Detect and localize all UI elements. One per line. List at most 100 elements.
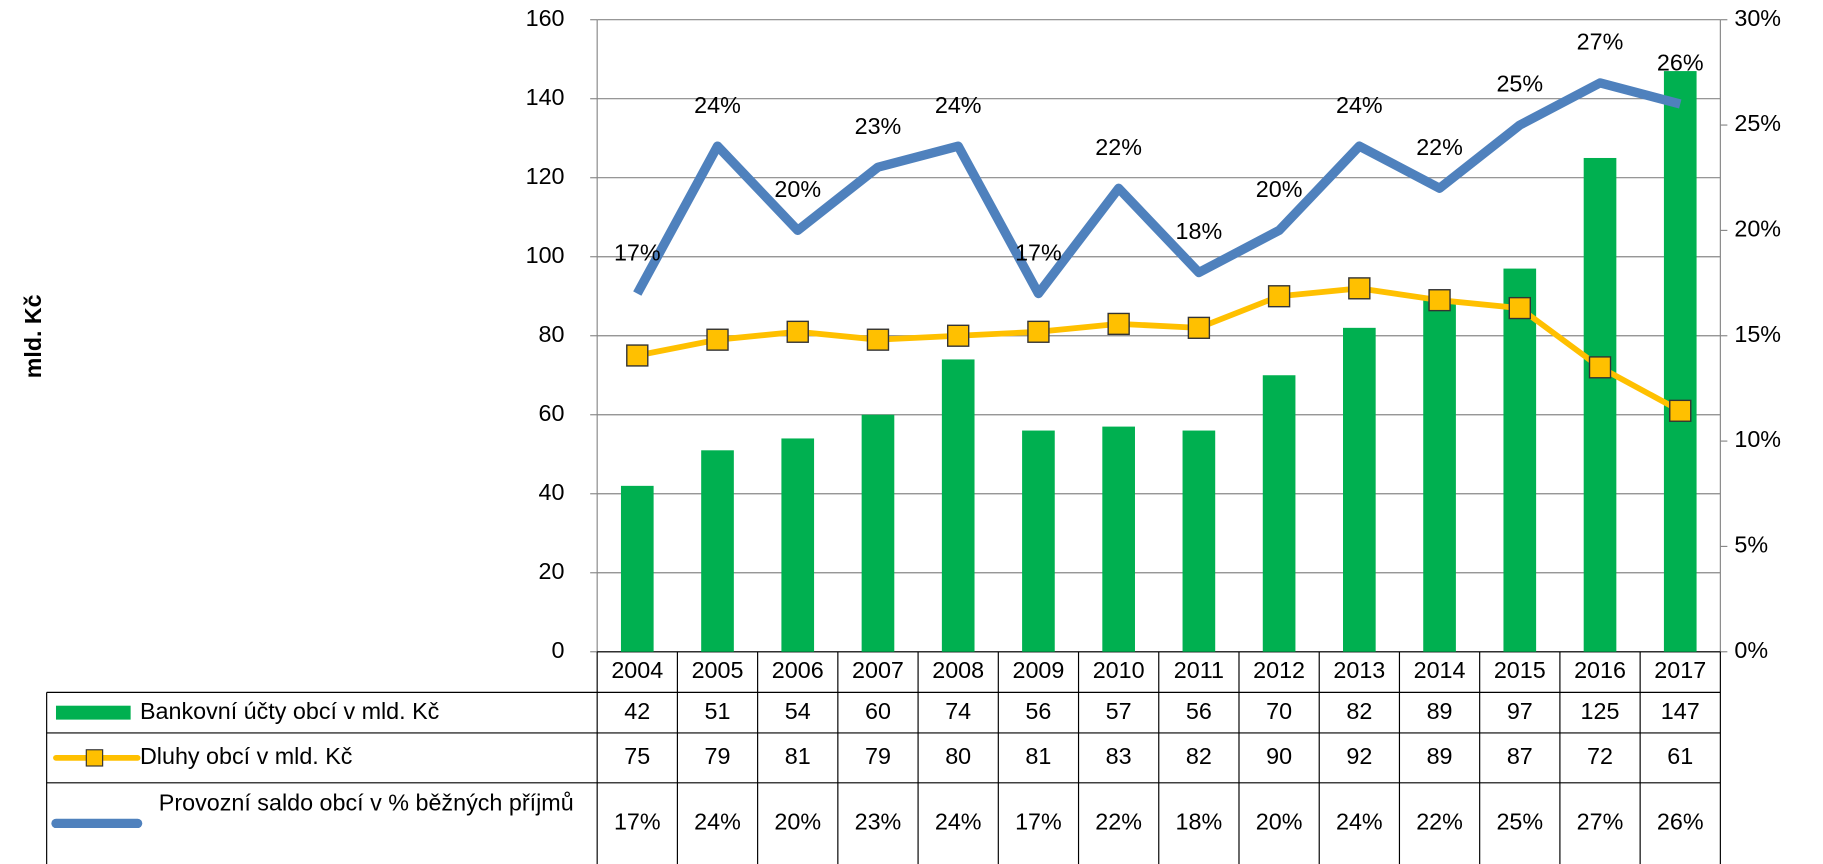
table-value: 27% xyxy=(1577,809,1624,835)
bar xyxy=(1022,430,1055,652)
y2-tick-label: 0% xyxy=(1734,637,1768,663)
table-value: 80 xyxy=(945,743,971,769)
table-value: 60 xyxy=(865,698,891,724)
table-value: 72 xyxy=(1587,743,1613,769)
y-tick-label: 40 xyxy=(539,479,565,505)
data-label: 27% xyxy=(1577,29,1624,55)
table-value: 147 xyxy=(1661,698,1700,724)
table-value: 17% xyxy=(614,809,661,835)
marker xyxy=(1428,289,1451,312)
table-value: 81 xyxy=(1025,743,1051,769)
bar xyxy=(781,438,815,652)
marker xyxy=(1348,277,1371,300)
x-tick-label: 2014 xyxy=(1414,657,1466,683)
marker xyxy=(786,320,809,343)
data-label: 17% xyxy=(614,239,661,265)
y-tick-label: 100 xyxy=(526,242,565,268)
legend-label: Provozní saldo obcí v % běžných příjmů xyxy=(158,790,574,817)
legend-label: Dluhy obcí v mld. Kč xyxy=(140,743,353,769)
table-value: 24% xyxy=(694,809,741,835)
y-tick-label: 160 xyxy=(526,5,565,31)
table-value: 23% xyxy=(855,809,902,835)
data-label: 17% xyxy=(1015,239,1062,265)
table-value: 57 xyxy=(1106,698,1132,724)
marker xyxy=(946,324,970,347)
legend-swatch xyxy=(55,705,131,720)
table-value: 97 xyxy=(1507,698,1533,724)
x-tick-label: 2013 xyxy=(1333,657,1385,683)
table-value: 79 xyxy=(705,743,731,769)
bar xyxy=(1423,300,1456,652)
table-value: 42 xyxy=(624,698,650,724)
table-value: 61 xyxy=(1667,743,1693,769)
bar xyxy=(1182,430,1216,652)
bar xyxy=(1503,268,1537,652)
marker xyxy=(1669,399,1692,422)
data-label: 24% xyxy=(1336,92,1383,118)
y2-tick-label: 10% xyxy=(1734,426,1781,452)
data-label: 22% xyxy=(1095,134,1142,160)
bar xyxy=(1262,375,1296,652)
table-value: 70 xyxy=(1266,698,1292,724)
data-label: 26% xyxy=(1657,50,1704,76)
marker xyxy=(1508,296,1531,320)
bar xyxy=(1583,157,1617,652)
y-tick-label: 20 xyxy=(539,558,565,584)
y2-tick-label: 5% xyxy=(1734,532,1768,558)
table-value: 81 xyxy=(785,743,811,769)
table-value: 54 xyxy=(785,698,811,724)
table-value: 17% xyxy=(1015,809,1062,835)
x-tick-label: 2010 xyxy=(1093,657,1145,683)
table-value: 24% xyxy=(1336,809,1383,835)
table-value: 24% xyxy=(935,809,982,835)
data-label: 18% xyxy=(1176,218,1223,244)
legend-label: Bankovní účty obcí v mld. Kč xyxy=(140,698,440,724)
y-tick-label: 0 xyxy=(552,637,565,663)
table-value: 125 xyxy=(1581,698,1620,724)
y-tick-label: 140 xyxy=(526,84,565,110)
table-value: 25% xyxy=(1496,809,1543,835)
bar xyxy=(941,359,975,652)
bar xyxy=(861,414,895,652)
table-value: 20% xyxy=(774,809,821,835)
y2-tick-label: 15% xyxy=(1734,321,1781,347)
table-value: 87 xyxy=(1507,743,1533,769)
table-value: 74 xyxy=(945,698,971,724)
table-value: 56 xyxy=(1025,698,1051,724)
table-value: 75 xyxy=(624,743,650,769)
bar xyxy=(1663,71,1697,652)
line xyxy=(633,78,1682,299)
table-value: 89 xyxy=(1427,698,1453,724)
table-value: 92 xyxy=(1346,743,1372,769)
table-value: 89 xyxy=(1427,743,1453,769)
table-value: 82 xyxy=(1346,698,1372,724)
x-tick-label: 2012 xyxy=(1253,657,1305,683)
table-value: 22% xyxy=(1416,809,1463,835)
y-tick-label: 80 xyxy=(539,321,565,347)
table-value: 51 xyxy=(705,698,731,724)
marker xyxy=(1107,312,1130,336)
bar xyxy=(1343,327,1376,652)
marker xyxy=(706,328,729,351)
y-tick-label: 60 xyxy=(539,400,565,426)
marker xyxy=(626,344,649,367)
line xyxy=(636,285,1682,414)
bar xyxy=(701,450,734,652)
marker xyxy=(1267,285,1291,308)
data-label: 20% xyxy=(774,176,821,202)
x-tick-label: 2007 xyxy=(852,657,904,683)
table-value: 22% xyxy=(1095,809,1142,835)
table-value: 82 xyxy=(1186,743,1212,769)
legend-label-box: Provozní saldo obcí v % běžných příjmů xyxy=(158,790,574,817)
data-label: 22% xyxy=(1416,134,1463,160)
marker xyxy=(1027,320,1050,343)
table-value: 83 xyxy=(1106,743,1132,769)
marker xyxy=(1588,356,1612,379)
table-value: 79 xyxy=(865,743,891,769)
data-label: 23% xyxy=(855,113,902,139)
x-tick-label: 2016 xyxy=(1574,657,1626,683)
y2-tick-label: 30% xyxy=(1734,5,1781,31)
y2-tick-label: 25% xyxy=(1734,110,1781,136)
data-label: 25% xyxy=(1496,71,1543,97)
